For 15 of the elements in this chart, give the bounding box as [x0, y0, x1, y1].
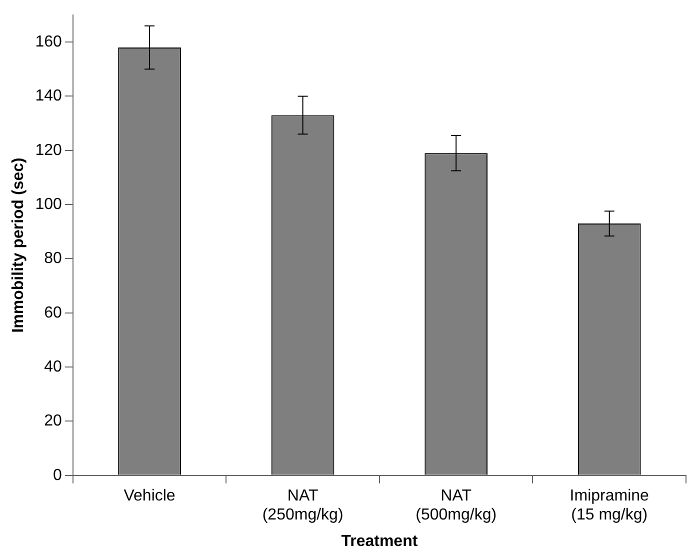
y-tick-label: 140: [35, 88, 62, 105]
y-tick-label: 100: [35, 196, 62, 213]
x-tick-label: Vehicle: [124, 487, 176, 504]
y-tick-label: 60: [44, 304, 62, 322]
x-axis-title: Treatment: [341, 532, 418, 550]
y-tick-label: 80: [44, 250, 62, 268]
y-tick-label: 0: [52, 466, 62, 484]
y-tick-label: 160: [35, 33, 62, 50]
y-tick-label: 120: [35, 142, 62, 159]
x-tick-label: Imipramine (15 mg/kg): [570, 487, 650, 524]
y-tick-label: 20: [44, 412, 62, 430]
y-axis-title: Immobility period (sec): [10, 158, 28, 333]
x-tick-label: NAT (250mg/kg): [262, 487, 344, 524]
x-tick-label: NAT (500mg/kg): [416, 487, 497, 524]
y-tick-label: 40: [44, 358, 62, 376]
